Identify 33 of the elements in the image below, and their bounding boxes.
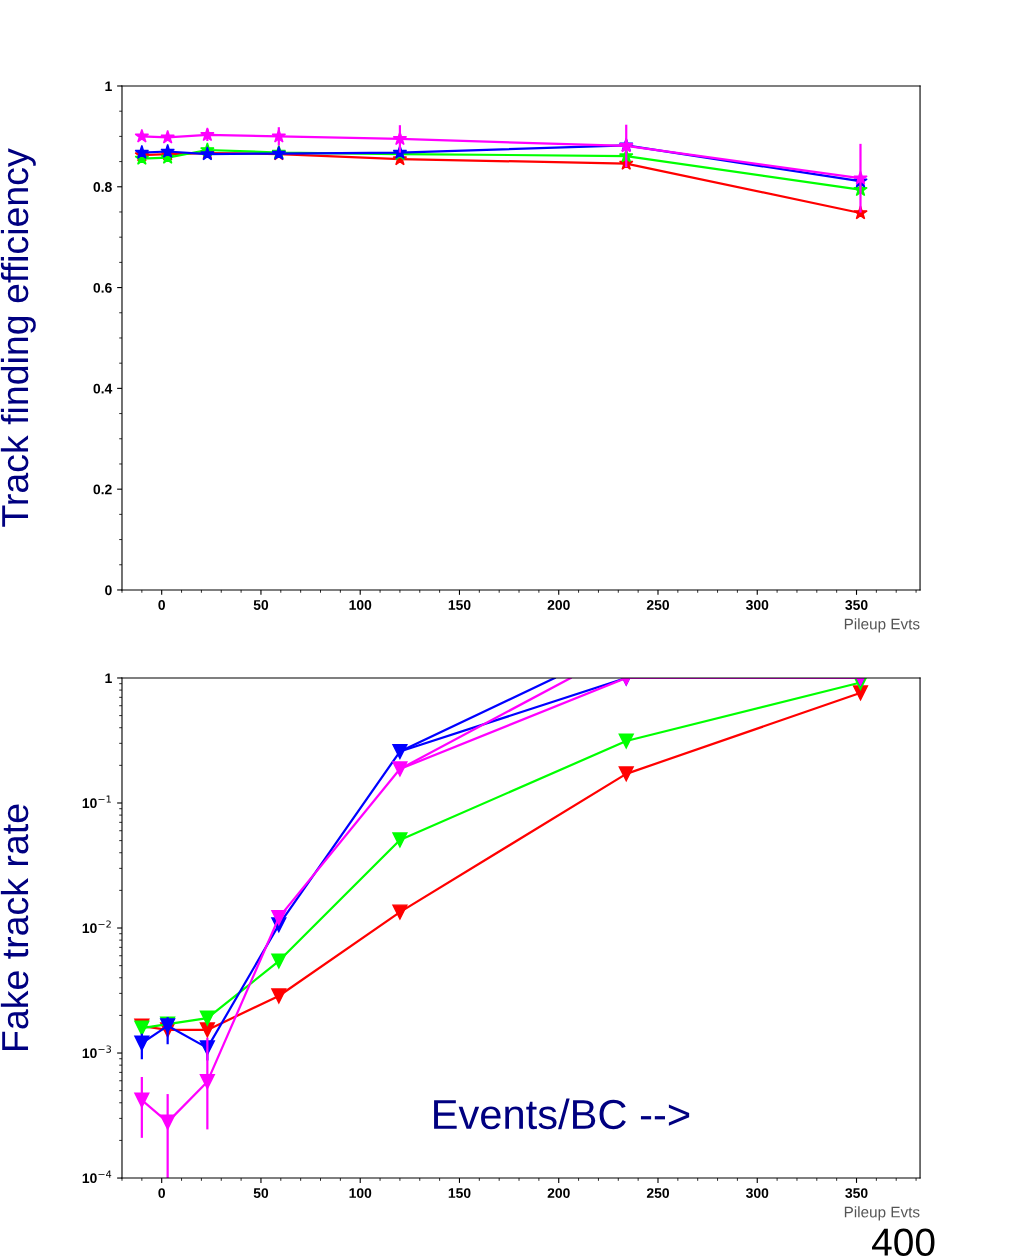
x-tick-label: 0 [158,600,165,610]
x-tick-label: 300 [745,600,769,610]
y-tick-label: 0 [105,585,112,596]
x-tick-label: 250 [646,600,670,610]
y-tick-label: 0.2 [93,484,112,495]
y-tick-label: 0.8 [93,182,112,192]
y-tick-label: 10$^{−4}$ [82,1170,112,1184]
y-tick-label: 10$^{−1}$ [82,795,111,809]
x-tick-label: 50 [253,600,269,610]
y-tick-label: 1 [105,81,112,92]
y-axis-title: Track finding efficiency [0,148,36,527]
y-tick-label: 10$^{−2}$ [82,920,111,934]
x-tick-label: 150 [448,1188,471,1198]
x-tick-label: 250 [646,1188,670,1198]
y-axis-title: Fake track rate [0,804,29,1050]
x-tick-label: 150 [448,600,471,610]
x-tick-label: 350 [845,1188,868,1198]
y-tick-label: 10$^{−3}$ [82,1045,111,1059]
x-axis-title: Pileup Evts [844,1206,920,1221]
x-tick-label: 100 [349,600,372,610]
text: 400 [872,1228,935,1256]
x-tick-label: 200 [547,1188,570,1198]
y-tick-label: 0.4 [93,383,113,394]
x-tick-label: 300 [745,1188,769,1198]
annotation: Events/BC --> [434,1098,690,1130]
x-tick-label: 350 [845,600,868,610]
x-tick-label: 100 [349,1188,372,1198]
y-tick-label: 0.6 [93,282,112,293]
x-tick-label: 50 [253,1188,269,1198]
x-axis-title: Pileup Evts [844,618,920,633]
x-tick-label: 0 [158,1188,165,1198]
x-tick-label: 200 [547,600,570,610]
y-tick-label: 1 [105,673,112,683]
